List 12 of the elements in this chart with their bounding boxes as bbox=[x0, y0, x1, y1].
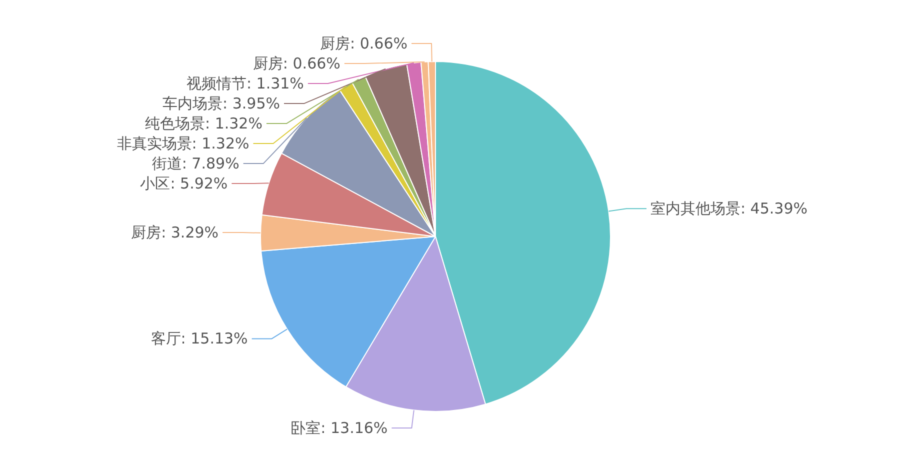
slice-label: 卧室: 13.16% bbox=[290, 419, 388, 438]
slice-label: 非真实场景: 1.32% bbox=[116, 134, 250, 153]
slice-label: 纯色场景: 1.32% bbox=[145, 114, 262, 133]
slice-label: 视频情节: 1.31% bbox=[186, 74, 304, 93]
slice-label: 厨房: 0.66% bbox=[252, 54, 340, 73]
slice-label: 小区: 5.92% bbox=[140, 174, 228, 193]
slice-label: 厨房: 3.29% bbox=[131, 224, 219, 242]
slice-label: 车内场景: 3.95% bbox=[162, 94, 280, 113]
slice-label: 室内其他场景: 45.39% bbox=[650, 200, 808, 218]
slice-label: 客厅: 15.13% bbox=[150, 330, 248, 348]
slice-label: 厨房: 0.66% bbox=[320, 34, 408, 53]
slice-label: 街道: 7.89% bbox=[152, 154, 240, 173]
